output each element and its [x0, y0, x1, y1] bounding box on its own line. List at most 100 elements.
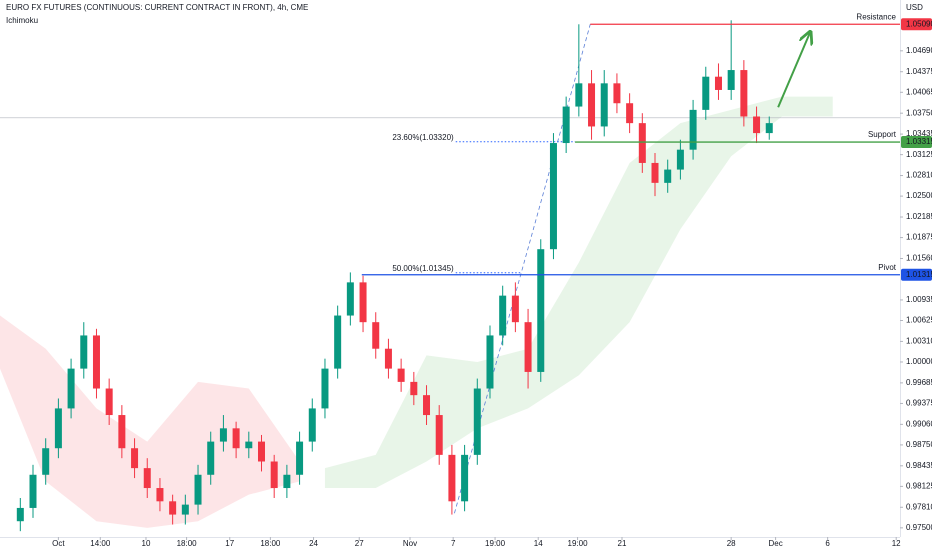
candle-body [181, 504, 189, 515]
y-tick-label: 1.03125 [906, 150, 932, 159]
y-tick-label: 0.99375 [906, 399, 932, 408]
candle-body [397, 368, 405, 382]
level-name: Support [868, 130, 897, 139]
x-tick-label: 19:00 [485, 539, 506, 548]
candle-body [575, 83, 583, 107]
candle-body [638, 123, 646, 163]
chart-title: EURO FX FUTURES (CONTINUOUS: CURRENT CON… [6, 3, 308, 12]
x-tick-label: 14:00 [90, 539, 111, 548]
currency-label: USD [906, 3, 923, 12]
candle-body [346, 282, 354, 316]
y-tick-label: 0.97500 [906, 523, 932, 532]
level-price-box [901, 136, 932, 149]
candle-body [270, 461, 278, 489]
y-tick-label: 0.98125 [906, 481, 932, 490]
candle-body [257, 441, 265, 462]
candle-body [118, 415, 126, 449]
candle-body [42, 448, 50, 475]
candle-body [92, 335, 100, 389]
level-name: Resistance [856, 12, 896, 21]
candle-body [283, 474, 291, 489]
x-tick-label: 27 [355, 539, 364, 548]
candle-body [600, 83, 608, 127]
y-tick-label: 1.02810 [906, 171, 932, 180]
x-tick-label: 14 [534, 539, 543, 548]
candle-body [245, 441, 253, 449]
candle-body [334, 315, 342, 369]
y-tick-label: 1.04375 [906, 67, 932, 76]
ichimoku-cloud [0, 315, 300, 528]
candle-body [524, 322, 532, 372]
candle-body [207, 441, 215, 475]
y-tick-label: 1.03750 [906, 108, 932, 117]
candle-body [143, 468, 151, 489]
y-tick-label: 1.04690 [906, 46, 932, 55]
level-price-label: 1.05090 [906, 19, 932, 28]
candle-body [435, 415, 443, 455]
x-tick-label: 24 [309, 539, 318, 548]
candle-body [384, 348, 392, 369]
plot-area [0, 20, 900, 532]
forecast-arrow [777, 33, 810, 108]
candle-body [727, 70, 735, 90]
level-price-box [901, 18, 932, 31]
y-tick-label: 1.02185 [906, 212, 932, 221]
x-tick-label: 18:00 [260, 539, 281, 548]
x-tick-label: Nov [403, 539, 417, 548]
fib-level-label: 23.60%(1.03320) [392, 133, 454, 142]
y-tick-label: 1.00625 [906, 316, 932, 325]
x-tick-label: 17 [225, 539, 234, 548]
candle-body [702, 76, 710, 110]
y-tick-label: 1.01875 [906, 233, 932, 242]
candle-body [486, 335, 494, 389]
x-tick-label: Dec [768, 539, 782, 548]
candle-body [714, 76, 722, 90]
y-tick-label: 1.04065 [906, 87, 932, 96]
level-price-label: 1.03315 [906, 137, 932, 146]
candle-body [156, 488, 164, 502]
candle-body [105, 388, 113, 416]
candle-body [67, 368, 75, 409]
level-price-label: 1.01315 [906, 270, 932, 279]
candle-body [16, 507, 24, 522]
candle-body [562, 106, 570, 144]
x-tick-label: 28 [727, 539, 736, 548]
candle-body [321, 368, 329, 409]
candle-body [651, 162, 659, 183]
candle-body [461, 454, 469, 502]
candle-body [359, 282, 367, 323]
candle-body [753, 116, 761, 134]
fib-level-label: 50.00%(1.01345) [392, 264, 454, 273]
candle-body [194, 474, 202, 505]
x-tick-label: 19:00 [568, 539, 589, 548]
candle-body [131, 448, 139, 469]
candle-body [473, 388, 481, 455]
candle-body [296, 441, 304, 475]
candle-body [664, 169, 672, 183]
x-tick-label: 10 [142, 539, 151, 548]
y-tick-label: 1.01560 [906, 254, 932, 263]
candle-body [29, 474, 37, 508]
x-tick-label: Oct [52, 539, 65, 548]
candle-body [537, 249, 545, 372]
indicator-label: Ichimoku [6, 16, 38, 25]
x-tick-label: 18:00 [177, 539, 198, 548]
candle-body [613, 83, 621, 104]
candle-body [54, 408, 62, 449]
candle-body [689, 109, 697, 150]
candle-body [676, 149, 684, 170]
candle-body [549, 143, 557, 250]
ichimoku-cloud [324, 96, 833, 489]
x-tick-label: 6 [825, 539, 830, 548]
y-tick-label: 1.00935 [906, 295, 932, 304]
candle-body [308, 408, 316, 442]
level-name: Pivot [878, 263, 897, 272]
candle-body [740, 70, 748, 117]
candle-body [372, 322, 380, 349]
y-tick-label: 1.00310 [906, 337, 932, 346]
